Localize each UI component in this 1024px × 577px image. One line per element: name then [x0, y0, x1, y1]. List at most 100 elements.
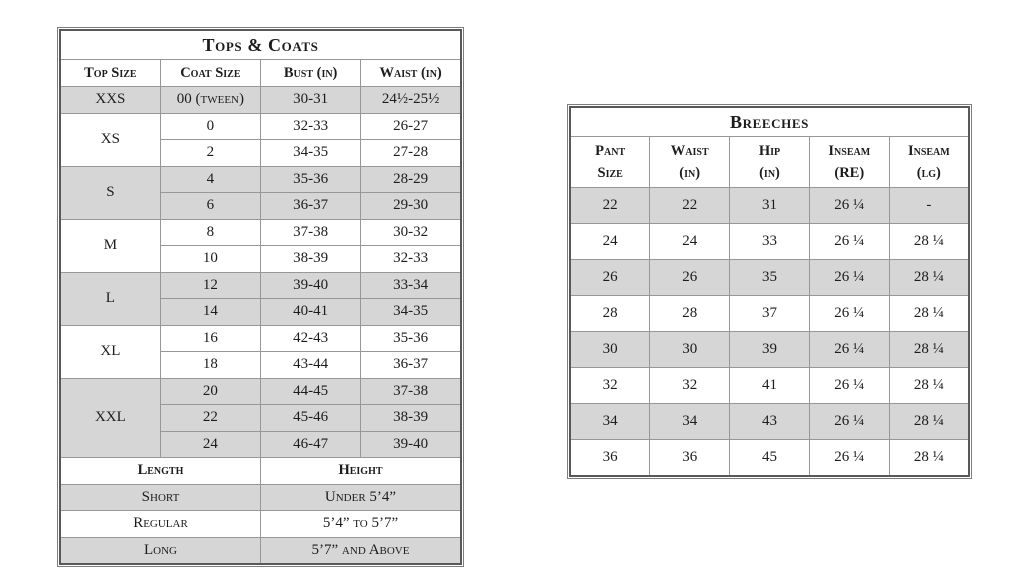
table-row: XS 0 32-33 26-27 — [59, 112, 462, 167]
inseam-re-cell: 26 ¼ — [808, 187, 890, 224]
bust-cell: 45-46 — [259, 404, 362, 432]
bust-cell: 38-39 — [259, 245, 362, 273]
waist-header: Waist (in) — [649, 136, 731, 188]
header-line: (in) — [679, 165, 701, 181]
waist-cell: 24½-25½ — [360, 86, 462, 114]
inseam-re-cell: 26 ¼ — [808, 403, 890, 440]
top-size-cell: S — [59, 165, 161, 220]
table-row: Pant Size Waist (in) Hip (in) Inseam (RE… — [569, 136, 970, 188]
inseam-lg-cell: 28 ¼ — [888, 403, 970, 440]
waist-cell: 34-35 — [360, 298, 462, 326]
inseam-lg-cell: 28 ¼ — [888, 223, 970, 260]
table-row: 2 34-35 27-28 — [60, 139, 462, 167]
inseam-lg-cell: 28 ¼ — [888, 331, 970, 368]
waist-cell: 29-30 — [360, 192, 462, 220]
bust-cell: 46-47 — [259, 430, 362, 458]
inseam-re-cell: 26 ¼ — [808, 439, 890, 477]
waist-cell: 28-29 — [360, 165, 462, 193]
inseam-lg-cell: - — [888, 187, 970, 224]
top-size-cell: XXS — [59, 86, 161, 114]
waist-cell: 36 — [649, 439, 731, 477]
table-row: 18 43-44 36-37 — [60, 351, 462, 379]
waist-cell: 37-38 — [360, 377, 462, 405]
inseam-re-cell: 26 ¼ — [808, 331, 890, 368]
table-row: M 8 37-38 30-32 — [59, 218, 462, 273]
waist-cell: 30 — [649, 331, 731, 368]
bust-cell: 37-38 — [259, 218, 362, 246]
waist-cell: 26 — [649, 259, 731, 296]
hip-cell: 41 — [729, 367, 810, 404]
bust-cell: 44-45 — [259, 377, 362, 405]
waist-cell: 36-37 — [360, 351, 462, 379]
waist-cell: 24 — [649, 223, 731, 260]
table-row: Short Under 5’4” — [59, 483, 462, 511]
pant-size-cell: 24 — [569, 223, 651, 260]
coat-size-cell: 24 — [159, 430, 262, 458]
bust-cell: 34-35 — [259, 139, 362, 167]
waist-cell: 38-39 — [360, 404, 462, 432]
table-row: S 4 35-36 28-29 — [59, 165, 462, 220]
inseam-re-cell: 26 ¼ — [808, 223, 890, 260]
table-row: 24 24 33 26 ¼ 28 ¼ — [569, 223, 970, 260]
tops-coats-table-frame: Tops & Coats Top Size Coat Size Bust (in… — [57, 27, 464, 567]
inseam-lg-cell: 28 ¼ — [888, 439, 970, 477]
coat-size-cell: 18 — [159, 351, 262, 379]
length-cell: Regular — [59, 510, 261, 538]
inseam-lg-cell: 28 ¼ — [888, 295, 970, 332]
pant-size-cell: 28 — [569, 295, 651, 332]
table-row: Long 5’7” and Above — [59, 536, 462, 565]
top-size-cell: XL — [59, 324, 161, 379]
pant-size-cell: 32 — [569, 367, 651, 404]
bust-cell: 40-41 — [259, 298, 362, 326]
header-line: Waist — [670, 142, 709, 159]
header-line: (in) — [759, 165, 780, 181]
table-row: 36 36 45 26 ¼ 28 ¼ — [569, 439, 970, 477]
table-row: Regular 5’4” to 5’7” — [59, 510, 462, 538]
table-row: Breeches — [569, 106, 970, 137]
hip-cell: 45 — [729, 439, 810, 477]
breeches-title: Breeches — [569, 106, 970, 137]
table-row: 10 38-39 32-33 — [60, 245, 462, 273]
height-cell: 5’7” and Above — [260, 536, 462, 565]
table-row: 32 32 41 26 ¼ 28 ¼ — [569, 367, 970, 404]
header-line: Pant — [595, 142, 626, 159]
inseam-lg-cell: 28 ¼ — [888, 259, 970, 296]
bust-header: Bust (in) — [259, 59, 362, 87]
waist-cell: 32 — [649, 367, 731, 404]
coat-size-cell: 20 — [159, 377, 262, 405]
waist-cell: 22 — [649, 187, 731, 224]
table-row: Tops & Coats — [59, 29, 462, 60]
breeches-table: Breeches Pant Size Waist (in) Hip (in) I… — [569, 106, 970, 477]
hip-cell: 39 — [729, 331, 810, 368]
coat-size-cell: 22 — [159, 404, 262, 432]
length-header: Length — [59, 457, 261, 485]
hip-header: Hip (in) — [729, 136, 810, 188]
top-size-cell: XXL — [59, 377, 161, 458]
coat-size-cell: 12 — [159, 271, 262, 299]
waist-cell: 27-28 — [360, 139, 462, 167]
height-header: Height — [260, 457, 462, 485]
inseam-lg-cell: 28 ¼ — [888, 367, 970, 404]
bust-cell: 30-31 — [259, 86, 362, 114]
hip-cell: 33 — [729, 223, 810, 260]
table-row: 22 22 31 26 ¼ - — [569, 187, 970, 224]
table-row: XL 16 42-43 35-36 — [59, 324, 462, 379]
length-cell: Long — [59, 536, 261, 565]
table-row: Top Size Coat Size Bust (in) Waist (in) — [59, 59, 462, 87]
hip-cell: 37 — [729, 295, 810, 332]
inseam-re-cell: 26 ¼ — [808, 259, 890, 296]
pant-size-cell: 34 — [569, 403, 651, 440]
inseam-re-cell: 26 ¼ — [808, 367, 890, 404]
table-row: 30 30 39 26 ¼ 28 ¼ — [569, 331, 970, 368]
coat-size-cell: 8 — [159, 218, 262, 246]
inseam-lg-header: Inseam (lg) — [888, 136, 970, 188]
breeches-table-frame: Breeches Pant Size Waist (in) Hip (in) I… — [567, 104, 972, 479]
pant-size-cell: 26 — [569, 259, 651, 296]
waist-cell: 39-40 — [360, 430, 462, 458]
top-size-header: Top Size — [59, 59, 161, 87]
hip-cell: 31 — [729, 187, 810, 224]
bust-cell: 42-43 — [259, 324, 362, 352]
inseam-re-header: Inseam (RE) — [808, 136, 890, 188]
header-line: Inseam — [907, 142, 950, 159]
table-row: 6 36-37 29-30 — [60, 192, 462, 220]
